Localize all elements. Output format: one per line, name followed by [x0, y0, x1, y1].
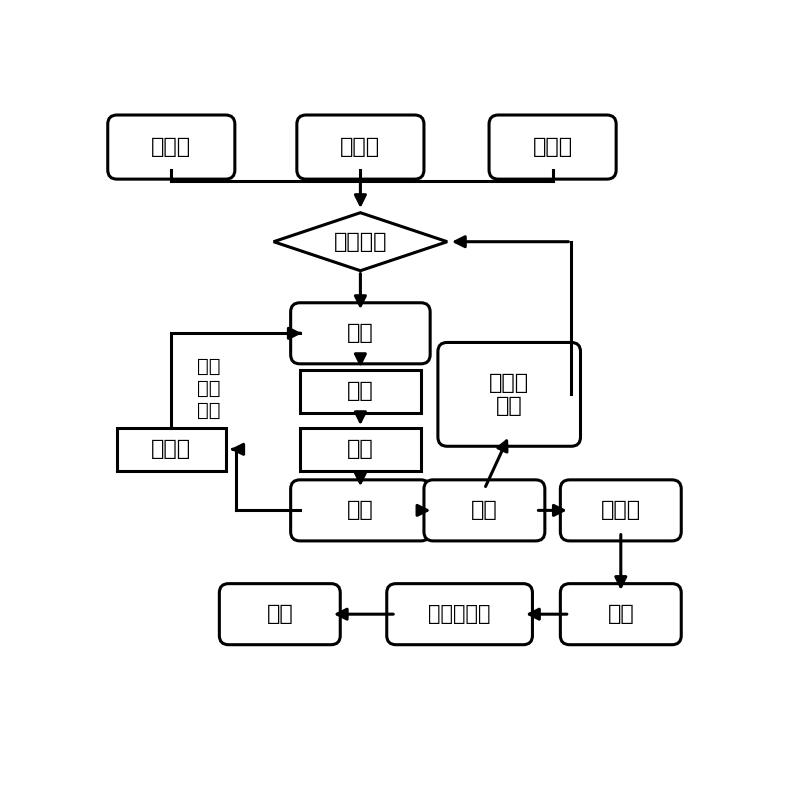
FancyBboxPatch shape — [438, 343, 581, 446]
Text: 筛分、制粉: 筛分、制粉 — [428, 604, 491, 624]
FancyBboxPatch shape — [300, 370, 421, 412]
Text: 分级: 分级 — [471, 500, 498, 520]
Text: 二、三
级品: 二、三 级品 — [489, 373, 530, 416]
FancyBboxPatch shape — [424, 480, 545, 541]
Text: 焙烧料: 焙烧料 — [151, 439, 191, 459]
Text: 冶炼: 冶炼 — [347, 381, 374, 401]
FancyBboxPatch shape — [290, 480, 430, 541]
Text: 出炉: 出炉 — [347, 500, 374, 520]
Text: 装炉: 装炉 — [347, 324, 374, 343]
FancyBboxPatch shape — [219, 584, 340, 645]
Text: 一级品: 一级品 — [601, 500, 641, 520]
FancyBboxPatch shape — [297, 115, 424, 179]
Polygon shape — [274, 213, 447, 270]
FancyBboxPatch shape — [300, 428, 421, 471]
Text: 破碎: 破碎 — [607, 604, 634, 624]
Text: 无烟煤: 无烟煤 — [533, 137, 573, 157]
Text: 催化剂: 催化剂 — [340, 137, 381, 157]
FancyBboxPatch shape — [117, 428, 226, 471]
FancyBboxPatch shape — [489, 115, 616, 179]
Text: 产品: 产品 — [266, 604, 293, 624]
FancyBboxPatch shape — [108, 115, 235, 179]
Text: 计量混料: 计量混料 — [334, 232, 387, 251]
Text: 石英砂: 石英砂 — [151, 137, 191, 157]
FancyBboxPatch shape — [290, 303, 430, 364]
Text: 冷却: 冷却 — [347, 439, 374, 459]
FancyBboxPatch shape — [560, 480, 682, 541]
FancyBboxPatch shape — [560, 584, 682, 645]
Text: 水洗
筛分
处理: 水洗 筛分 处理 — [197, 357, 220, 419]
FancyBboxPatch shape — [386, 584, 533, 645]
